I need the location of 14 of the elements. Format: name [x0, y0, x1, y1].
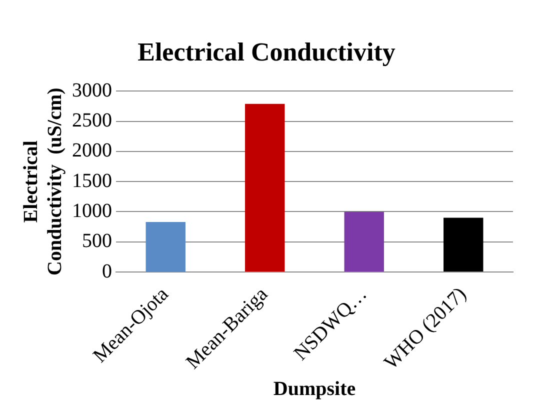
- y-tick-label: 1500: [72, 170, 112, 192]
- bar: [146, 222, 186, 272]
- bar: [344, 212, 384, 272]
- bar: [444, 218, 484, 272]
- y-tick-label: 0: [102, 260, 112, 282]
- y-tick-label: 1000: [72, 200, 112, 222]
- bar: [245, 104, 285, 272]
- y-tick-label: 3000: [72, 79, 112, 102]
- x-axis-title: Dumpsite: [273, 378, 356, 400]
- chart-title: Electrical Conductivity: [138, 37, 396, 66]
- y-tick-label: 500: [82, 230, 112, 252]
- y-tick-label: 2500: [72, 110, 112, 132]
- y-axis-title: Electrical Conductivity (uS/cm): [20, 88, 66, 276]
- y-tick-label: 2000: [72, 140, 112, 162]
